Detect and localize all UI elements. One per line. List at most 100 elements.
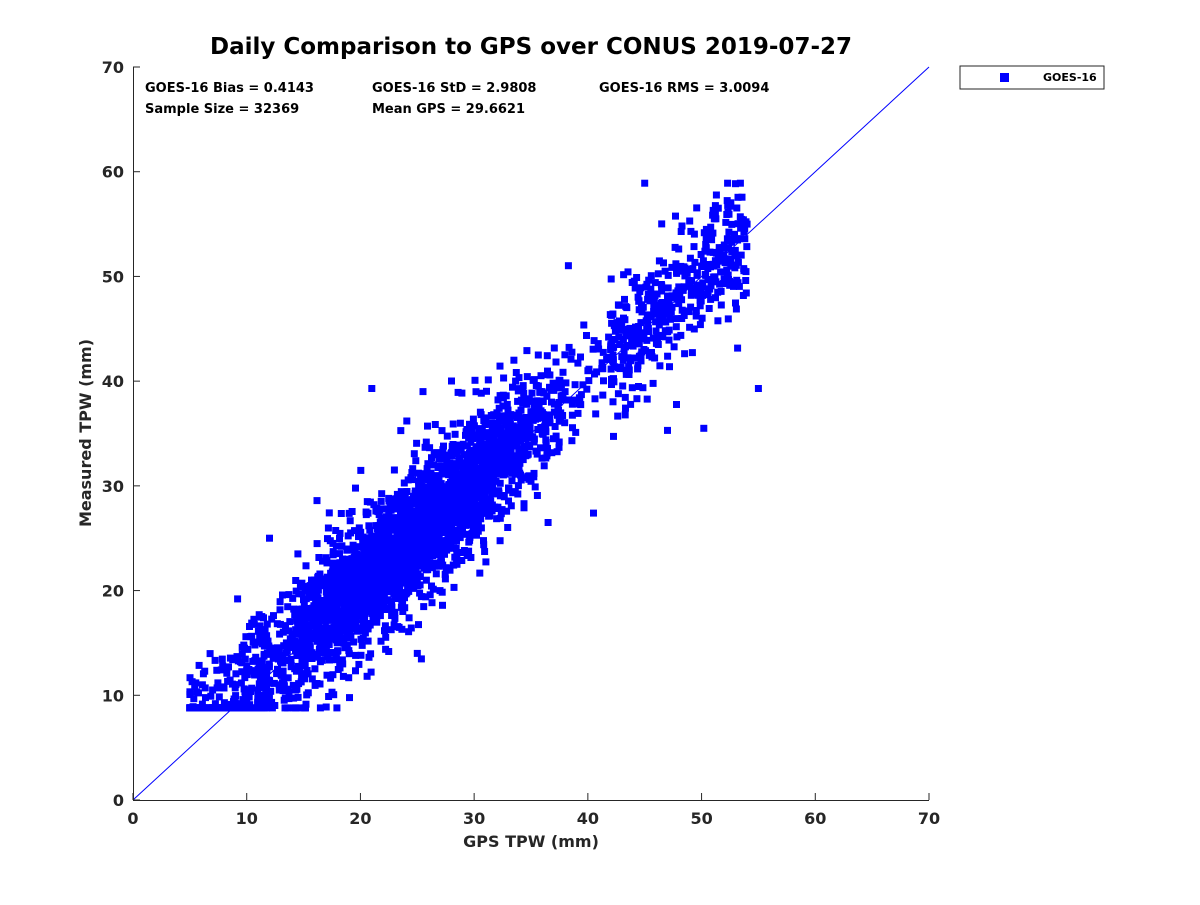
data-point bbox=[368, 559, 376, 567]
data-point bbox=[296, 665, 304, 673]
data-point bbox=[460, 481, 468, 489]
data-point bbox=[220, 683, 228, 691]
data-point bbox=[329, 559, 337, 567]
data-point bbox=[567, 355, 575, 363]
data-point bbox=[649, 334, 657, 342]
data-point bbox=[316, 704, 324, 712]
data-point bbox=[702, 271, 710, 279]
data-point bbox=[466, 420, 473, 428]
x-tick-label: 60 bbox=[804, 809, 826, 828]
data-point bbox=[325, 509, 333, 517]
data-point bbox=[211, 656, 219, 664]
data-point bbox=[393, 580, 401, 588]
chart-title: Daily Comparison to GPS over CONUS 2019-… bbox=[210, 34, 852, 60]
y-tick-label: 10 bbox=[102, 686, 124, 705]
data-point bbox=[238, 650, 246, 658]
data-point bbox=[308, 614, 316, 622]
data-point bbox=[675, 300, 683, 308]
data-point bbox=[345, 634, 353, 642]
data-point bbox=[217, 666, 225, 674]
data-point bbox=[426, 493, 434, 501]
data-point bbox=[608, 336, 616, 343]
data-point bbox=[493, 515, 501, 523]
data-point bbox=[356, 576, 364, 584]
data-point bbox=[643, 315, 651, 323]
data-point bbox=[429, 480, 437, 488]
data-point bbox=[416, 534, 424, 542]
data-point bbox=[486, 480, 494, 488]
data-point bbox=[417, 506, 425, 514]
data-point bbox=[568, 348, 576, 356]
data-point bbox=[423, 465, 431, 473]
data-point bbox=[532, 415, 540, 423]
data-point bbox=[237, 658, 244, 666]
data-point bbox=[470, 477, 478, 484]
data-point bbox=[388, 580, 396, 587]
data-point bbox=[480, 496, 488, 504]
data-point bbox=[707, 282, 715, 290]
data-point bbox=[449, 420, 457, 428]
data-point bbox=[505, 441, 513, 449]
data-point bbox=[425, 513, 433, 521]
data-point bbox=[192, 679, 200, 687]
data-point bbox=[561, 351, 569, 359]
data-point bbox=[327, 656, 335, 664]
data-point bbox=[473, 531, 480, 539]
data-point bbox=[360, 564, 368, 572]
data-point bbox=[413, 649, 421, 657]
data-point bbox=[219, 662, 227, 670]
data-point bbox=[300, 599, 308, 607]
data-point bbox=[599, 391, 607, 399]
data-point bbox=[481, 502, 489, 510]
data-point bbox=[462, 486, 469, 494]
data-point bbox=[481, 421, 489, 428]
data-point bbox=[468, 530, 476, 537]
data-point bbox=[215, 693, 223, 701]
data-point bbox=[468, 424, 476, 432]
data-point bbox=[397, 507, 405, 515]
data-point bbox=[291, 638, 298, 646]
data-point bbox=[345, 589, 353, 597]
data-point bbox=[398, 594, 406, 602]
data-point bbox=[559, 396, 567, 404]
data-point bbox=[336, 550, 343, 558]
data-point bbox=[276, 598, 284, 606]
data-point bbox=[259, 663, 267, 671]
data-point bbox=[443, 456, 451, 464]
data-point bbox=[729, 236, 737, 243]
data-point bbox=[322, 703, 330, 711]
data-point bbox=[284, 674, 292, 682]
data-point bbox=[370, 614, 378, 622]
data-point bbox=[559, 391, 567, 399]
data-point bbox=[220, 699, 228, 707]
y-axis: 0 10 20 30 40 50 60 70 bbox=[102, 58, 140, 810]
data-point bbox=[325, 639, 333, 647]
data-point bbox=[712, 191, 720, 199]
data-point bbox=[322, 601, 330, 609]
data-point bbox=[419, 388, 427, 396]
data-point bbox=[323, 588, 331, 596]
data-point bbox=[668, 263, 676, 271]
data-point bbox=[308, 607, 316, 615]
data-point bbox=[297, 704, 305, 712]
data-point bbox=[280, 642, 288, 650]
data-point bbox=[418, 498, 426, 506]
data-point bbox=[645, 276, 653, 284]
data-point bbox=[725, 228, 733, 236]
data-point bbox=[416, 560, 424, 568]
data-point bbox=[371, 547, 379, 555]
data-point bbox=[488, 489, 496, 497]
data-point bbox=[377, 567, 385, 575]
data-point bbox=[453, 519, 461, 526]
data-point bbox=[223, 669, 231, 677]
data-point bbox=[495, 487, 503, 495]
data-point bbox=[376, 547, 384, 555]
data-point bbox=[534, 382, 542, 390]
data-point bbox=[699, 257, 707, 265]
data-point bbox=[467, 554, 475, 561]
data-point bbox=[530, 376, 538, 384]
data-point bbox=[496, 492, 504, 500]
data-point bbox=[712, 294, 719, 302]
data-point bbox=[391, 587, 399, 595]
